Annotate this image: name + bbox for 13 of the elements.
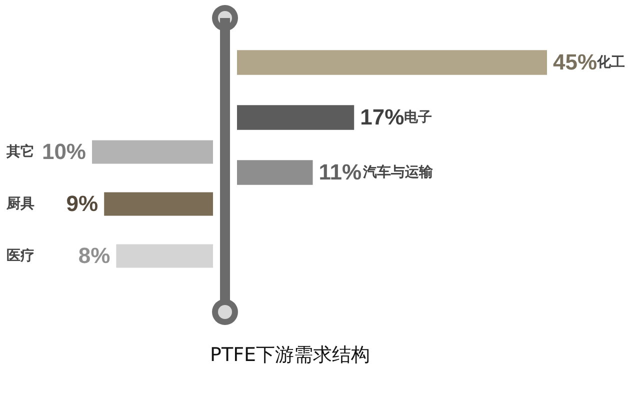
data-label: 45% xyxy=(553,50,598,74)
data-label: 10% xyxy=(42,139,86,164)
category-label: 汽车与运输 xyxy=(362,164,433,180)
category-label: 化工 xyxy=(597,54,625,70)
data-label: 8% xyxy=(78,243,110,268)
data-label: 17% xyxy=(360,104,404,130)
category-label: 厨具 xyxy=(6,196,34,212)
text: PTFE下游需求结构 xyxy=(209,343,371,368)
category-label: 电子 xyxy=(404,110,432,126)
data-label: 11% xyxy=(318,160,362,184)
category-label: 其它 xyxy=(6,144,34,160)
category-label: 医疗 xyxy=(6,248,34,264)
data-label: 9% xyxy=(66,191,98,216)
